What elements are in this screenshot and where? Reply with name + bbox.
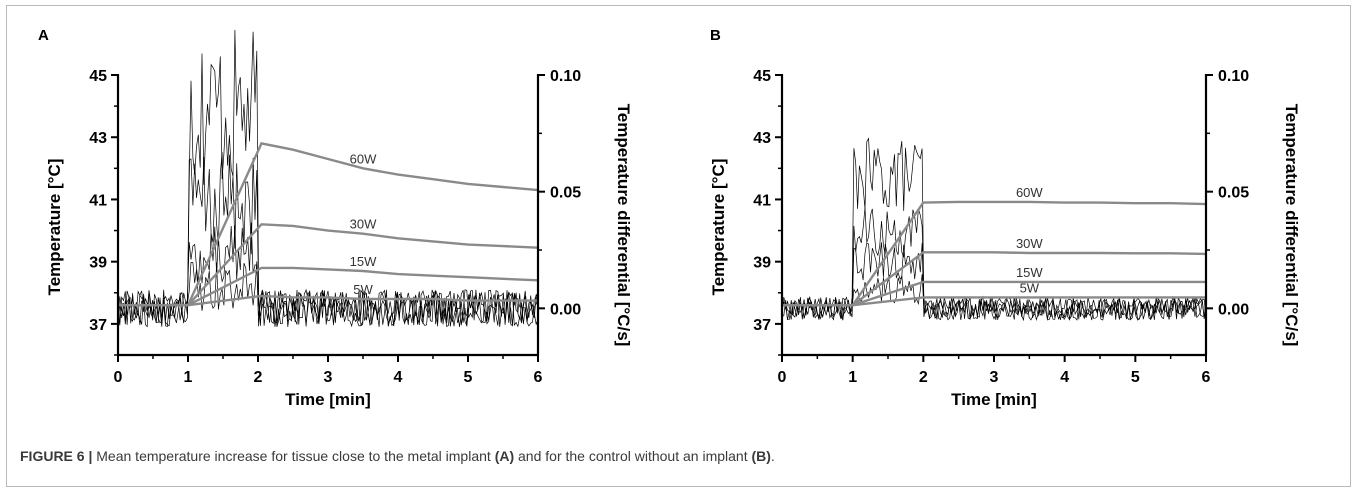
series-label-60w: 60W [350,151,377,166]
y-left-tick-label: 43 [753,130,771,147]
figure-caption: FIGURE 6 | Mean temperature increase for… [20,448,775,464]
x-axis-label: Time [min] [951,390,1037,409]
x-tick-label: 6 [534,369,543,386]
series-label-15w: 15W [350,254,377,269]
x-tick-label: 1 [184,369,193,386]
y-right-tick-label: 0.00 [1218,301,1249,318]
series-line-5w [118,294,538,307]
x-tick-label: 2 [919,369,928,386]
caption-ref-a: (A) [494,448,515,464]
caption-label: FIGURE 6 | [20,448,93,464]
series-label-5w: 5W [1020,280,1040,295]
y-right-tick-label: 0.10 [1218,68,1249,85]
series-label-15w: 15W [1016,265,1043,280]
y-left-tick-label: 45 [89,68,107,85]
series-line-60w [118,142,539,307]
y-left-tick-label: 41 [89,192,107,209]
differential-trace [781,137,1207,321]
x-tick-label: 5 [464,369,473,386]
differential-trace [117,261,539,328]
y-left-tick-label: 39 [89,255,107,272]
x-tick-label: 3 [324,369,333,386]
series-label-60w: 60W [1016,185,1043,200]
series-line-30w [118,223,539,307]
x-tick-label: 6 [1202,369,1211,386]
series-line-15w [118,266,539,307]
panel-letter: A [38,27,49,44]
y-left-tick-label: 43 [89,130,107,147]
differential-trace [781,242,1207,321]
y-left-tick-label: 45 [753,68,771,85]
y-axis-left-label: Temperature [°C] [709,159,728,296]
series-line-5w [782,296,1206,307]
y-right-tick-label: 0.05 [1218,185,1249,202]
y-left-tick-label: 37 [753,317,771,334]
x-tick-label: 3 [990,369,999,386]
x-tick-label: 1 [848,369,857,386]
figure-frame [6,5,1351,487]
x-tick-label: 4 [394,369,403,386]
x-tick-label: 2 [254,369,263,386]
differential-trace [117,29,539,328]
x-tick-label: 0 [114,369,123,386]
y-right-tick-label: 0.00 [550,301,581,318]
caption-text-3: . [770,448,775,464]
series-line-30w [782,251,1207,307]
series-line-15w [782,280,1206,307]
y-left-tick-label: 39 [753,255,771,272]
series-label-30w: 30W [1016,236,1043,251]
y-right-tick-label: 0.05 [550,185,581,202]
x-tick-label: 0 [778,369,787,386]
series-line-60w [782,200,1207,307]
caption-ref-b: (B) [751,448,771,464]
x-axis-label: Time [min] [285,390,371,409]
y-left-tick-label: 41 [753,192,771,209]
y-axis-right-label: Temperature differential [°C/s] [1282,104,1301,347]
y-left-tick-label: 37 [89,317,107,334]
panel-letter: B [710,27,721,44]
y-axis-left-label: Temperature [°C] [45,159,64,296]
differential-trace [781,274,1207,321]
x-tick-label: 4 [1060,369,1069,386]
y-axis-right-label: Temperature differential [°C/s] [614,104,633,347]
caption-text-2: and for the control without an implant [514,448,752,464]
series-label-5w: 5W [353,282,373,297]
x-tick-label: 5 [1131,369,1140,386]
series-label-30w: 30W [350,217,377,232]
y-right-tick-label: 0.10 [550,68,581,85]
caption-text-1: Mean temperature increase for tissue clo… [92,448,495,464]
